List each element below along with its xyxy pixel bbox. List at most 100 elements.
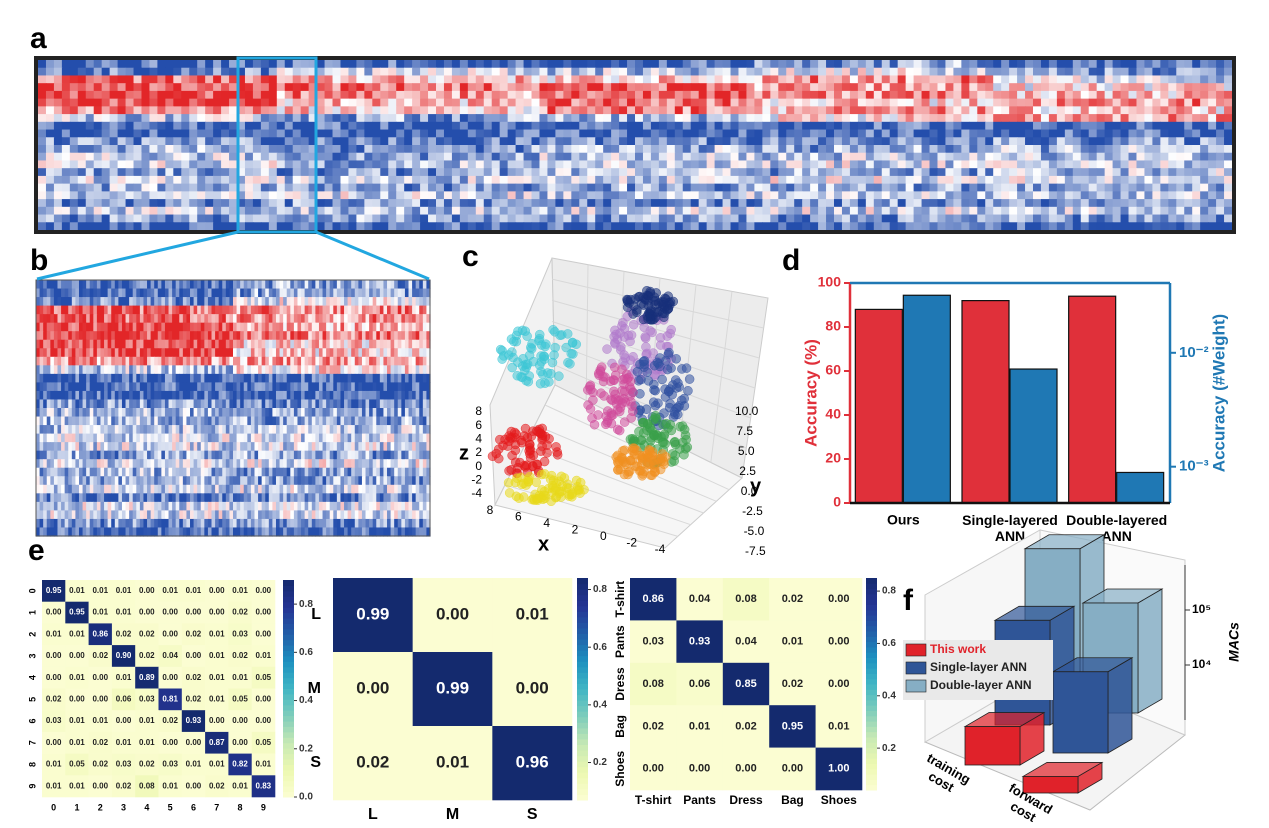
- raster-cell: [1001, 129, 1010, 138]
- raster-cell: [722, 60, 732, 69]
- raster-cell: [39, 288, 44, 298]
- raster-cell: [404, 297, 410, 307]
- raster-cell: [117, 191, 127, 200]
- raster-cell: [268, 129, 278, 138]
- raster-cell: [372, 129, 381, 138]
- raster-cell: [515, 137, 525, 146]
- raster-cell: [147, 314, 152, 324]
- raster-cell: [834, 121, 843, 131]
- raster-cell: [690, 137, 700, 146]
- raster-cell: [308, 121, 318, 131]
- raster-cell: [100, 314, 105, 324]
- raster-cell: [125, 348, 130, 358]
- raster-cell: [483, 121, 493, 131]
- raster-cell: [53, 168, 63, 177]
- raster-cell: [165, 67, 174, 77]
- raster-cell: [1192, 90, 1201, 100]
- raster-cell: [286, 314, 291, 324]
- raster-cell: [173, 175, 182, 185]
- raster-cell: [101, 83, 111, 92]
- raster-cell: [826, 75, 835, 84]
- raster-cell: [268, 305, 273, 315]
- raster-cell: [1208, 129, 1217, 138]
- raster-cell: [1104, 145, 1114, 154]
- raster-cell: [961, 121, 970, 131]
- raster-cell: [301, 390, 306, 401]
- raster-cell: [555, 75, 564, 84]
- raster-cell: [279, 356, 284, 366]
- raster-cell: [258, 348, 263, 358]
- raster-cell: [53, 191, 63, 200]
- raster-cell: [603, 168, 612, 177]
- raster-cell: [467, 90, 477, 100]
- raster-cell: [1072, 137, 1082, 146]
- raster-cell: [555, 90, 564, 100]
- raster-cell: [356, 183, 365, 192]
- raster-cell: [953, 114, 962, 123]
- raster-cell: [857, 137, 867, 146]
- raster-cell: [121, 297, 127, 307]
- raster-cell: [85, 98, 95, 107]
- raster-cell: [881, 121, 891, 131]
- raster-cell: [268, 348, 273, 358]
- raster-cell: [197, 206, 206, 216]
- raster-cell: [515, 160, 525, 169]
- raster-cell: [340, 75, 350, 84]
- raster-cell: [86, 288, 91, 298]
- raster-cell: [340, 356, 345, 366]
- raster-cell: [1096, 152, 1106, 162]
- raster-cell: [889, 129, 899, 138]
- panel-label: c: [462, 240, 479, 273]
- raster-cell: [475, 222, 485, 231]
- raster-cell: [233, 365, 238, 375]
- raster-cell: [1160, 199, 1169, 208]
- raster-cell: [961, 168, 970, 177]
- raster-cell: [356, 145, 365, 154]
- raster-cell: [810, 106, 819, 115]
- raster-cell: [318, 373, 324, 383]
- raster-cell: [491, 98, 501, 107]
- raster-cell: [412, 191, 421, 200]
- raster-cell: [682, 160, 692, 169]
- raster-cell: [865, 175, 875, 185]
- raster-cell: [213, 145, 222, 154]
- raster-cell: [272, 356, 277, 366]
- raster-cell: [1056, 175, 1066, 185]
- raster-cell: [197, 373, 202, 383]
- raster-cell: [507, 83, 517, 92]
- raster-cell: [426, 373, 431, 383]
- raster-cell: [225, 331, 231, 341]
- raster-cell: [204, 382, 209, 392]
- raster-cell: [1096, 67, 1106, 77]
- raster-cell: [181, 145, 190, 154]
- raster-cell: [1072, 60, 1082, 69]
- raster-cell: [1001, 90, 1010, 100]
- raster-cell: [182, 390, 188, 401]
- raster-cell: [45, 175, 55, 185]
- raster-cell: [279, 297, 284, 307]
- raster-cell: [889, 75, 899, 84]
- raster-cell: [61, 129, 71, 138]
- raster-cell: [396, 75, 405, 84]
- raster-cell: [71, 288, 76, 298]
- raster-cell: [181, 168, 190, 177]
- raster-cell: [706, 67, 716, 77]
- raster-cell: [109, 114, 119, 123]
- raster-cell: [82, 314, 87, 324]
- raster-cell: [412, 121, 421, 131]
- raster-cell: [316, 121, 326, 131]
- raster-cell: [857, 160, 867, 169]
- raster-cell: [149, 60, 158, 69]
- raster-cell: [889, 137, 899, 146]
- raster-cell: [372, 206, 381, 216]
- raster-cell: [1120, 67, 1130, 77]
- raster-cell: [1184, 60, 1193, 69]
- raster-cell: [283, 331, 288, 341]
- raster-cell: [826, 145, 835, 154]
- raster-cell: [100, 280, 105, 290]
- raster-cell: [397, 365, 402, 375]
- raster-cell: [993, 183, 1002, 192]
- raster-cell: [794, 60, 803, 69]
- raster-cell: [205, 60, 214, 69]
- raster-cell: [315, 331, 320, 341]
